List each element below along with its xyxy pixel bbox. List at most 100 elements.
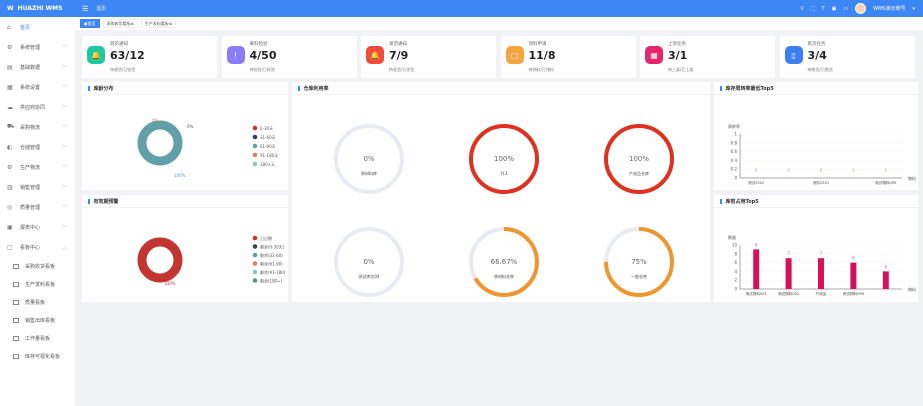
sidebar-subitem[interactable]: 生产发料看板 — [0, 275, 75, 293]
panel-title: 库存周转率最低Top5 — [714, 82, 918, 95]
sidebar-item-label: 系统设置 — [20, 84, 41, 91]
sidebar-item-label: 采购物流 — [20, 124, 41, 131]
y-tick-label: 0.6 — [731, 149, 738, 154]
panel-title: 仓库利用率 — [292, 82, 710, 95]
legend-label: 61-90天 — [260, 144, 276, 149]
stat-card[interactable]: ▦ 上架任务 3/1 待上架/已上架 — [640, 36, 775, 78]
tab[interactable]: ● 首页 — [80, 19, 100, 28]
legend-label: 已过期 — [260, 235, 272, 241]
close-icon[interactable]: ⊗ — [168, 21, 173, 26]
legend-label: 剩余(0-30天) — [260, 243, 285, 249]
menu-toggle-icon[interactable]: ☰ — [82, 4, 89, 13]
panel-title: 库龄分布 — [82, 82, 288, 95]
sidebar-item[interactable]: ▤ 基础数据 ﹀ — [0, 57, 75, 77]
data-label: 6 — [852, 256, 855, 261]
gauge-name: YL1 — [499, 171, 508, 176]
sidebar-subitem[interactable]: 质量看板 — [0, 293, 75, 311]
search-icon[interactable]: ⚲ — [800, 5, 804, 12]
y-axis-label: 数量 — [728, 234, 736, 240]
sidebar-item-label: 看板中心 — [20, 244, 41, 251]
legend-label: 剩余(61-90) — [260, 260, 283, 266]
sidebar-item-label: 系统管理 — [20, 44, 41, 51]
gauge-value: 0% — [363, 155, 374, 163]
y-tick-label: 0.4 — [731, 158, 738, 163]
stat-card[interactable]: ! 来料检验 4/50 待检验/已检验 — [221, 36, 357, 78]
y-tick-label: 6 — [734, 260, 737, 265]
stat-card[interactable]: 🔔 发货通知 7/9 待发货/已发货 — [361, 36, 496, 78]
legend-label: 剩余(31-60) — [260, 252, 283, 258]
legend-marker — [252, 244, 258, 249]
legend-marker — [252, 134, 258, 140]
card-subtitle: 待收货/已收货 — [110, 67, 136, 72]
sidebar-subitem[interactable]: 工作量看板 — [0, 329, 75, 347]
data-label: 0 — [755, 168, 758, 173]
sidebar-subitem[interactable]: 采购收货看板 — [0, 257, 75, 275]
data-label: 0 — [885, 168, 888, 173]
card-value: 63/12 — [110, 49, 145, 62]
stat-card[interactable]: ▯ 拣货任务 3/4 待拣货/已拣货 — [779, 36, 915, 78]
image-icon[interactable]: ▣ — [831, 5, 837, 12]
sidebar-subitem-label: 生产发料看板 — [25, 281, 56, 288]
tab[interactable]: 生产发料看板 ⊗ — [140, 19, 177, 28]
sales-icon: ▥ — [7, 183, 13, 191]
breadcrumb[interactable]: 首页 — [96, 6, 107, 12]
tab-label: 采购收货看板 — [106, 20, 131, 26]
sidebar-item-label: 质量管理 — [20, 204, 41, 211]
chevron-down-icon: ﹀ — [61, 184, 67, 191]
chevron-down-icon: ﹀ — [61, 144, 67, 151]
sidebar-item[interactable]: ▥ 销售管理 ﹀ — [0, 177, 75, 197]
message-icon[interactable]: ▭ — [843, 5, 849, 12]
gear-icon: ⚙ — [7, 43, 13, 51]
board-icon — [13, 299, 19, 305]
sidebar-item[interactable]: ▢ 看板中心 ︿ — [0, 237, 75, 257]
sidebar-item[interactable]: ▦ 系统设置 ﹀ — [0, 77, 75, 97]
sidebar-item[interactable]: ◐ 仓储管理 ﹀ — [0, 137, 75, 157]
sidebar-item[interactable]: ☁ 供应商协同 ﹀ — [0, 97, 75, 117]
chevron-down-icon: ﹀ — [61, 84, 67, 91]
card-subtitle: 待拣货/已拣货 — [807, 67, 833, 72]
gauge-arc — [469, 227, 539, 297]
sidebar-subitem-label: 销售出库看板 — [25, 317, 56, 324]
bell-icon: 🔔 — [366, 46, 384, 64]
tab[interactable]: 采购收货看板 ⊗ — [102, 19, 138, 28]
y-tick-label: 0.8 — [731, 140, 738, 145]
sidebar-item[interactable]: ▣ 报表中心 ﹀ — [0, 217, 75, 237]
legend-label: 0-30天 — [260, 126, 273, 131]
avatar[interactable] — [855, 3, 867, 14]
stat-card[interactable]: ▢ 领料申请 11/8 待领料/已领料 — [500, 36, 636, 78]
sidebar-item[interactable]: ◎ 质量管理 ﹀ — [0, 197, 75, 217]
sidebar-subitem-label: 工作量看板 — [25, 335, 51, 342]
stat-card[interactable]: 🔔 到货通知 63/12 待收货/已收货 — [82, 36, 217, 78]
sidebar-item[interactable]: ⛟ 采购物流 ﹀ — [0, 117, 75, 137]
font-size-icon[interactable]: T — [821, 5, 825, 12]
sidebar-item[interactable]: ⌂ 首页 — [0, 17, 75, 37]
legend-marker — [252, 269, 258, 275]
card-title: 发货通知 — [389, 42, 407, 47]
chevron-down-icon[interactable]: ▾ — [912, 5, 915, 12]
close-icon[interactable]: ⊗ — [130, 21, 134, 26]
y-tick-label: 0 — [734, 176, 737, 181]
gauge-value: 75% — [631, 258, 647, 266]
card-title: 上架任务 — [668, 42, 686, 47]
data-label: 0 — [820, 168, 823, 173]
legend-marker — [252, 143, 258, 149]
card-title: 来料检验 — [249, 42, 268, 47]
chevron-down-icon: ﹀ — [61, 204, 67, 211]
board-icon — [13, 281, 19, 287]
sidebar-item[interactable]: ⚙ 生产物流 ﹀ — [0, 157, 75, 177]
board-icon — [13, 263, 19, 269]
user-menu[interactable]: WMS演示账号 — [873, 6, 906, 12]
y-tick-label: 2 — [734, 278, 737, 283]
legend-label: 91-180天 — [260, 153, 278, 158]
sidebar-item[interactable]: ⚙ 系统管理 ﹀ — [0, 37, 75, 57]
panel-title: 有效期预警 — [82, 195, 288, 208]
data-label: 7 — [787, 251, 790, 256]
sidebar-subitem[interactable]: 库存可视化看板 — [0, 347, 75, 365]
fullscreen-icon[interactable]: ⛶ — [811, 5, 815, 12]
gauge-track — [334, 124, 404, 194]
sidebar-subitem[interactable]: 销售出库看板 — [0, 311, 75, 329]
data-label: 0% — [187, 124, 194, 129]
bar — [882, 271, 889, 289]
bar — [818, 258, 824, 289]
gauge-arc — [604, 124, 674, 194]
